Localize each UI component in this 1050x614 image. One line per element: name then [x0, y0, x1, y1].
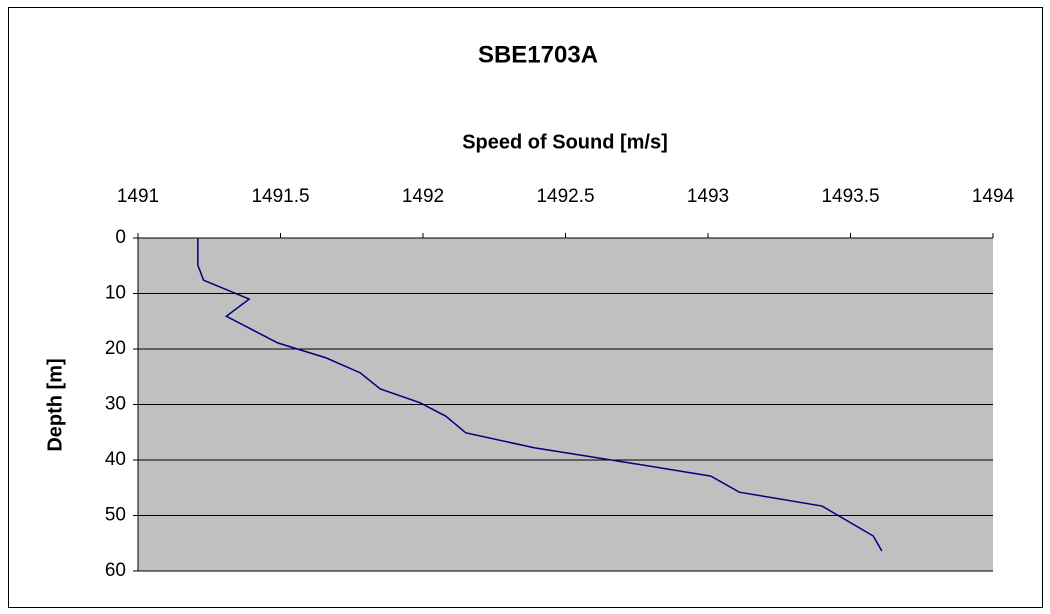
x-tick-label: 1492.5 [536, 186, 594, 207]
y-tick-label: 60 [105, 560, 126, 581]
x-tick-label: 1492 [402, 186, 444, 207]
y-tick-label: 30 [105, 394, 126, 415]
y-tick-label: 20 [105, 338, 126, 359]
x-axis-label: Speed of Sound [m/s] [462, 131, 668, 153]
y-tick-label: 10 [105, 283, 126, 304]
data-line [197, 238, 883, 552]
y-axis-label: Depth [m] [44, 358, 66, 451]
x-tick-label: 1491 [117, 186, 159, 207]
x-tick-label: 1494 [972, 186, 1015, 207]
y-tick-label: 40 [105, 449, 126, 470]
y-tick-label: 50 [105, 505, 126, 526]
x-tick-label: 1491.5 [251, 186, 309, 207]
x-tick-label: 1493 [687, 186, 729, 207]
y-tick-label: 0 [115, 227, 126, 248]
x-tick-label: 1493.5 [821, 186, 879, 207]
chart-title: SBE1703A [478, 41, 598, 68]
